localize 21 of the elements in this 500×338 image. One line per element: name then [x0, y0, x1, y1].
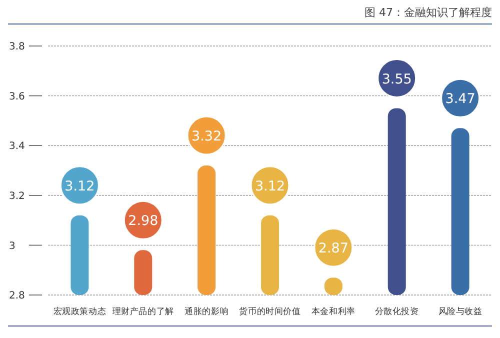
x-tick-label: 本金和利率 [311, 306, 356, 317]
y-tick-label: 3.8 [9, 42, 25, 53]
y-tick-label: 2.8 [9, 290, 25, 302]
x-tick-label: 宏观政策动态 [53, 306, 106, 317]
x-tick-label: 分散化投资 [374, 306, 420, 317]
data-label: 3.47 [445, 91, 476, 108]
x-tick-label: 货币的时间价值 [239, 306, 301, 317]
y-tick-label: 3 [9, 240, 16, 252]
data-label: 2.98 [128, 213, 158, 230]
x-tick-label: 理财产品的了解 [112, 306, 174, 317]
x-tick-label: 通胀的影响 [184, 306, 229, 317]
data-label: 2.87 [318, 240, 348, 257]
chart-title: 图 47：金融知识了解程度 [364, 6, 492, 19]
x-tick-label: 风险与收益 [438, 306, 482, 317]
data-label: 3.12 [64, 178, 95, 194]
data-label: 3.55 [382, 71, 412, 88]
y-tick-label: 3.6 [9, 91, 25, 102]
y-tick-label: 3.4 [9, 141, 25, 152]
y-tick-label: 3.2 [9, 191, 25, 202]
data-label: 3.32 [192, 128, 222, 145]
data-label: 3.12 [254, 178, 286, 194]
